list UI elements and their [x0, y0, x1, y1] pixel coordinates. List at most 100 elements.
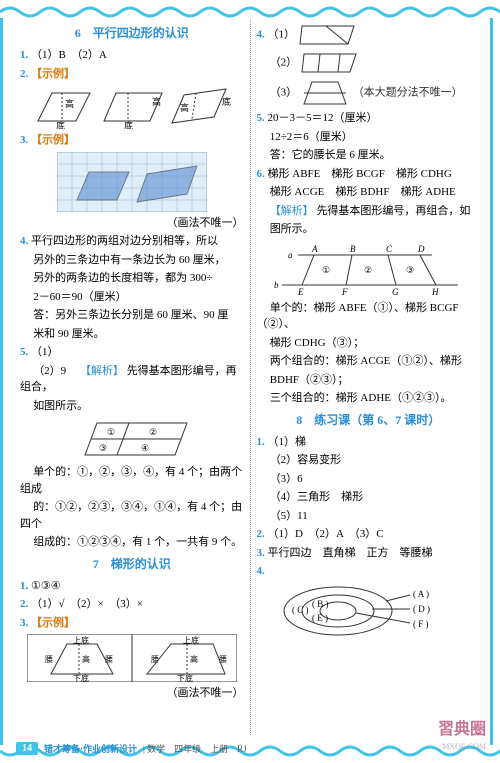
split-shape-2	[300, 50, 360, 76]
r-q6-e1: 单个的：梯形 ABFE（①）、梯形 BCGF（②）、	[257, 300, 481, 333]
s7-q3-number: 3.	[20, 617, 28, 629]
svg-text:a: a	[288, 250, 293, 260]
s8-q2: 2. （1）D （2）A （3）C	[257, 526, 481, 543]
r-q5-1: 5. 20－3－5＝12（厘米）	[257, 110, 481, 127]
s7-q3-note: （画法不唯一）	[20, 685, 244, 702]
r-q6-text1: 梯形 ABFE 梯形 BCGF 梯形 CDHG	[268, 168, 452, 180]
q5-diagram: ① ② ③ ④	[67, 417, 197, 461]
q4-text1: 平行四边形的两组对边分别相等，所以	[31, 235, 218, 247]
svg-text:G: G	[392, 287, 399, 297]
svg-text:①: ①	[322, 265, 330, 275]
svg-text:①: ①	[107, 427, 115, 437]
q2-number: 2.	[20, 68, 28, 80]
s8-q3-text: 平行四边 直角梯 正方 等腰梯	[268, 547, 433, 559]
q5-line1: 5. （1）	[20, 344, 244, 361]
svg-text:( B ): ( B )	[312, 599, 329, 609]
svg-text:上底: 上底	[73, 635, 89, 645]
q4-ans1: 答：另外三条边长分别是 60 厘米、90 厘	[20, 307, 244, 324]
q2-keyword: 【示例】	[31, 68, 75, 80]
s7-q1: 1. ①③④	[20, 578, 244, 595]
r-q6-text4: 图所示。	[257, 221, 481, 238]
s8-q3: 3. 平行四边 直角梯 正方 等腰梯	[257, 545, 481, 562]
s8-q1-p5: （5）11	[257, 508, 481, 525]
split-shape-3	[300, 78, 350, 108]
q4-ans2: 米和 90 厘米。	[20, 326, 244, 343]
label-di2: 底	[124, 120, 133, 129]
s8-q1-p3: （3）6	[257, 471, 481, 488]
s8-q3-number: 3.	[257, 547, 265, 559]
svg-text:H: H	[431, 287, 439, 297]
svg-text:④: ④	[141, 443, 149, 453]
split-shape-1	[298, 22, 358, 48]
svg-text:②: ②	[149, 427, 157, 437]
label-di3: 底	[222, 96, 231, 107]
s7-q2-text: （1）√ （2）× （3）×	[31, 598, 143, 610]
q5-analysis: 【解析】	[80, 365, 124, 377]
svg-text:③: ③	[406, 265, 414, 275]
s7-q2-number: 2.	[20, 598, 28, 610]
q5-explain1: 单个的：①，②，③，④，有 4 个；由两个组成	[20, 464, 244, 497]
r-q4-p3: （3）	[270, 87, 298, 99]
section-8-title: 8 练习课（第 6、7 课时）	[257, 411, 481, 428]
section-7-title: 7 梯形的认识	[20, 555, 244, 572]
r-q6-number: 6.	[257, 168, 265, 180]
r-q5-text2: 12÷2＝6（厘米）	[257, 129, 481, 146]
q4-text3: 另外的两条边的长度相等，都为 300÷	[20, 270, 244, 287]
r-q4-p1: （1）	[268, 29, 296, 41]
r-q5-number: 5.	[257, 112, 265, 124]
q4-number: 4.	[20, 235, 28, 247]
r-q5-text3: 答：它的腰长是 6 厘米。	[257, 147, 481, 164]
q3-line: 3. 【示例】	[20, 132, 244, 149]
s7-q1-text: ①③④	[31, 580, 61, 592]
footer-sub: | 数学 四年级 上册 RJ	[143, 742, 247, 755]
q5-number: 5.	[20, 346, 28, 358]
q4-text4: 2－60＝90（厘米）	[20, 289, 244, 306]
section-6-title: 6 平行四边形的认识	[20, 24, 244, 41]
trapezoid-abcd-diagram: a b A B C D E F G H ① ② ③	[268, 241, 468, 297]
svg-text:D: D	[417, 244, 425, 254]
q3-keyword: 【示例】	[31, 134, 75, 146]
side-border-left	[0, 18, 10, 745]
s8-q2-text: （1）D （2）A （3）C	[268, 528, 384, 540]
q5-p2: （2）9	[33, 365, 77, 377]
svg-text:E: E	[297, 287, 304, 297]
side-border-right	[490, 18, 500, 745]
svg-text:上底: 上底	[183, 635, 199, 645]
r-q4-number: 4.	[257, 29, 265, 41]
venn-diagram: ( C ) ( B ) ( E ) ( A ) ( D ) ( F )	[278, 583, 458, 639]
svg-text:③: ③	[99, 443, 107, 453]
svg-text:b: b	[274, 280, 279, 290]
r-q6-text3: 先得基本图形编号，再组合，如	[316, 205, 470, 217]
right-column: 4. （1） （2） （3） （本大题分法不唯一） 5.	[251, 20, 487, 735]
r-q6-1: 6. 梯形 ABFE 梯形 BCGF 梯形 CDHG	[257, 166, 481, 183]
svg-text:腰: 腰	[219, 655, 227, 664]
svg-text:( D ): ( D )	[413, 604, 430, 614]
s8-q4-number: 4.	[257, 565, 265, 577]
svg-text:腰: 腰	[105, 655, 113, 664]
label-gao3: 高	[180, 102, 189, 113]
svg-text:B: B	[350, 244, 356, 254]
q5-text2: 如图所示。	[20, 398, 244, 415]
r-q6-e4: BDHF（②③）；	[257, 372, 481, 389]
left-column: 6 平行四边形的认识 1. （1）B （2）A 2. 【示例】 底 高 底 高 …	[14, 20, 251, 735]
r-q4-p2: （2）	[270, 57, 298, 69]
s7-q3-keyword: 【示例】	[31, 617, 75, 629]
wave-border-top	[0, 0, 500, 18]
svg-text:腰: 腰	[151, 655, 159, 664]
svg-text:高: 高	[82, 654, 90, 664]
q4-text2: 另外的三条边中有一条边长为 60 厘米，	[20, 252, 244, 269]
r-q6-analysis: 【解析】	[270, 205, 314, 217]
q3-note: （画法不唯一）	[20, 215, 244, 232]
svg-text:C: C	[386, 244, 393, 254]
q3-number: 3.	[20, 134, 28, 146]
trapezoid-table: 上底 腰 高 腰 下底 上底 腰 高 腰 下底	[27, 634, 237, 682]
parallelogram-diagram: 底 高 底 高 底 高	[32, 85, 232, 129]
svg-text:F: F	[341, 287, 348, 297]
s8-q1: 1. （1）梯	[257, 434, 481, 451]
q5-explain3: 组成的：①②③④，有 1 个，一共有 9 个。	[20, 534, 244, 551]
s8-q1-p2: （2）容易变形	[257, 452, 481, 469]
svg-text:腰: 腰	[45, 655, 53, 664]
q4-line1: 4. 平行四边形的两组对边分别相等，所以	[20, 233, 244, 250]
svg-text:高: 高	[190, 654, 198, 664]
q1-text: （1）B （2）A	[31, 49, 107, 61]
